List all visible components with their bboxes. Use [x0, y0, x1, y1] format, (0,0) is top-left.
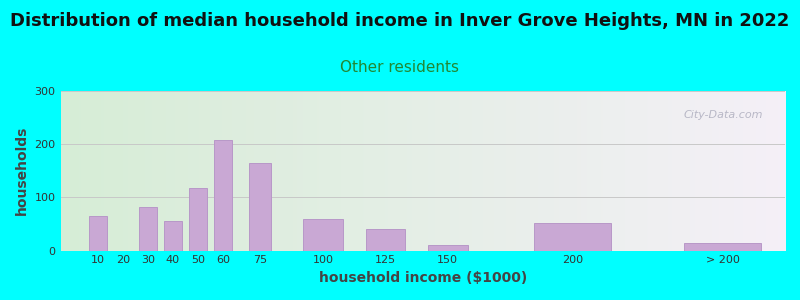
X-axis label: household income ($1000): household income ($1000)	[318, 271, 527, 285]
Y-axis label: households: households	[15, 126, 29, 215]
Bar	[250, 163, 271, 250]
Bar	[366, 229, 405, 250]
Bar	[139, 207, 157, 250]
Bar	[189, 188, 206, 250]
Bar	[428, 245, 467, 250]
Text: Distribution of median household income in Inver Grove Heights, MN in 2022: Distribution of median household income …	[10, 12, 790, 30]
Bar	[90, 216, 107, 250]
Bar	[303, 219, 342, 250]
Bar	[534, 223, 611, 250]
Text: City-Data.com: City-Data.com	[684, 110, 763, 120]
Bar	[684, 243, 761, 250]
Bar	[164, 221, 182, 250]
Text: Other residents: Other residents	[341, 60, 459, 75]
Bar	[214, 140, 232, 250]
